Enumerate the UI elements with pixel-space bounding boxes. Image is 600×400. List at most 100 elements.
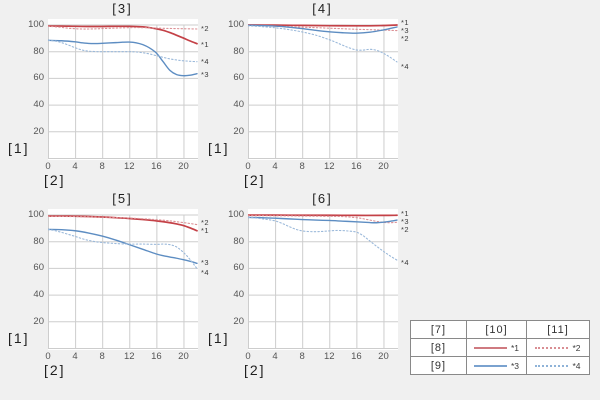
legend-cell-s3: *3 [466, 356, 527, 375]
series-line-star4 [248, 25, 398, 63]
series-line-star4 [248, 216, 398, 261]
x-tick-label: 4 [72, 161, 78, 172]
series-end-label-star1: *1 [201, 39, 210, 49]
x-tick-label: 4 [72, 351, 78, 362]
series-end-label-star3: *3 [401, 26, 410, 36]
series-line-star3 [48, 228, 198, 265]
x-tick-label: 12 [123, 161, 135, 172]
y-axis-label: [1] [8, 140, 30, 156]
series-line-star4 [48, 39, 198, 63]
y-tick-label: 20 [33, 315, 44, 327]
series-line-star1 [248, 24, 398, 27]
y-tick-label: 100 [28, 19, 44, 30]
y-tick-label: 40 [33, 99, 44, 111]
legend-line-label: *2 [572, 342, 581, 353]
x-tick-label: 20 [378, 161, 389, 172]
series-end-label-star2: *2 [401, 34, 410, 44]
y-tick-label: 20 [33, 125, 44, 137]
x-tick-label: 16 [351, 161, 362, 172]
legend-row-8: [8] *1 *2 [410, 338, 590, 357]
y-tick-label: 60 [33, 72, 44, 84]
y-tick-label: 20 [233, 125, 244, 137]
chart-6: [6] 100 80 60 40 20 0 4 8 12 16 20 *1 *2 *3 *4 [1] [2] [200, 190, 415, 380]
grid-lines [248, 214, 398, 349]
series-end-label-star4: *4 [401, 61, 410, 71]
blue-dotted-line-sample [535, 364, 569, 367]
series-line-star3 [248, 24, 398, 34]
series-line-star3 [48, 39, 198, 77]
legend-header-11: [11] [526, 320, 590, 339]
legend-cell-s2: *2 [526, 338, 590, 357]
series-end-label-star4: *4 [201, 57, 210, 67]
x-tick-label: 12 [123, 351, 135, 362]
y-tick-label: 60 [33, 262, 44, 274]
y-tick-label: 80 [33, 45, 44, 57]
x-axis-label: [2] [244, 172, 266, 188]
series-end-label-star2: *2 [401, 225, 410, 235]
series-end-label-star2: *2 [201, 217, 210, 227]
legend-line-label: *3 [510, 360, 520, 371]
y-tick-label: 20 [233, 315, 244, 327]
chart-4: [4] 100 80 60 40 20 0 4 8 12 16 20 *1 *2 *3 *4 [1] [2] [200, 0, 415, 190]
legend-header-10: [10] [466, 320, 527, 339]
x-tick-label: 8 [99, 161, 105, 172]
x-axis-label: [2] [44, 172, 66, 188]
series-line-star3 [248, 216, 398, 224]
chart-title: [4] [312, 1, 333, 16]
x-tick-label: 16 [151, 351, 162, 362]
y-tick-label: 40 [33, 289, 44, 301]
x-tick-label: 12 [323, 161, 335, 172]
y-tick-label: 100 [28, 209, 44, 220]
chart-title: [3] [112, 1, 133, 16]
red-dotted-line-sample [535, 346, 569, 349]
chart-title: [5] [112, 191, 133, 206]
series-end-label-star3: *3 [401, 217, 410, 226]
plot-background [48, 19, 198, 160]
x-tick-label: 16 [351, 351, 362, 362]
y-axis-label: [1] [8, 330, 30, 346]
series-line-star2 [48, 215, 198, 226]
grid-lines [48, 214, 198, 349]
plot-background [48, 209, 198, 350]
chart-5: [5] 100 80 60 40 20 0 4 8 12 16 20 *1 *2 *3 *4 [1] [2] [0, 190, 215, 380]
y-tick-label: 100 [228, 209, 244, 220]
legend-header-row: [7] [10] [11] [410, 320, 590, 339]
y-axis-label: [1] [208, 330, 230, 346]
y-tick-label: 80 [233, 235, 244, 247]
y-axis-label: [1] [208, 140, 230, 156]
legend-row-label: [9] [410, 356, 467, 375]
plot-background [248, 19, 398, 160]
x-axis-label: [2] [244, 362, 266, 378]
series-end-label-star3: *3 [201, 70, 210, 80]
x-tick-label: 0 [45, 161, 51, 172]
x-tick-label: 8 [299, 351, 305, 362]
legend-cell-s1: *1 [466, 338, 527, 357]
red-solid-line-sample [473, 346, 507, 349]
x-tick-label: 20 [378, 351, 389, 362]
series-end-label-star2: *2 [201, 24, 210, 34]
series-end-label-star1: *1 [401, 208, 410, 218]
y-tick-label: 60 [233, 262, 244, 274]
legend-line-label: *1 [510, 342, 520, 353]
series-end-label-star3: *3 [201, 258, 210, 268]
legend-cell-s4: *4 [526, 356, 590, 375]
x-axis-label: [2] [44, 362, 66, 378]
x-tick-label: 0 [245, 351, 251, 362]
x-tick-label: 8 [99, 351, 105, 362]
chart-3: [3] 100 80 60 40 20 0 4 8 12 16 20 *1 *2 *3 *4 [1] [2] [0, 0, 215, 190]
series-end-label-star4: *4 [201, 267, 210, 277]
x-tick-label: 12 [323, 351, 335, 362]
x-tick-label: 4 [272, 161, 278, 172]
series-end-label-star4: *4 [401, 258, 410, 268]
chart-plot [248, 19, 398, 160]
y-tick-label: 40 [233, 289, 244, 301]
y-tick-label: 80 [33, 235, 44, 247]
x-tick-label: 0 [245, 161, 251, 172]
x-tick-label: 8 [299, 161, 305, 172]
series-end-label-star1: *1 [201, 226, 210, 236]
chart-plot [48, 209, 198, 350]
x-tick-label: 4 [272, 351, 278, 362]
x-tick-label: 20 [178, 351, 189, 362]
series-line-star2 [48, 25, 198, 30]
